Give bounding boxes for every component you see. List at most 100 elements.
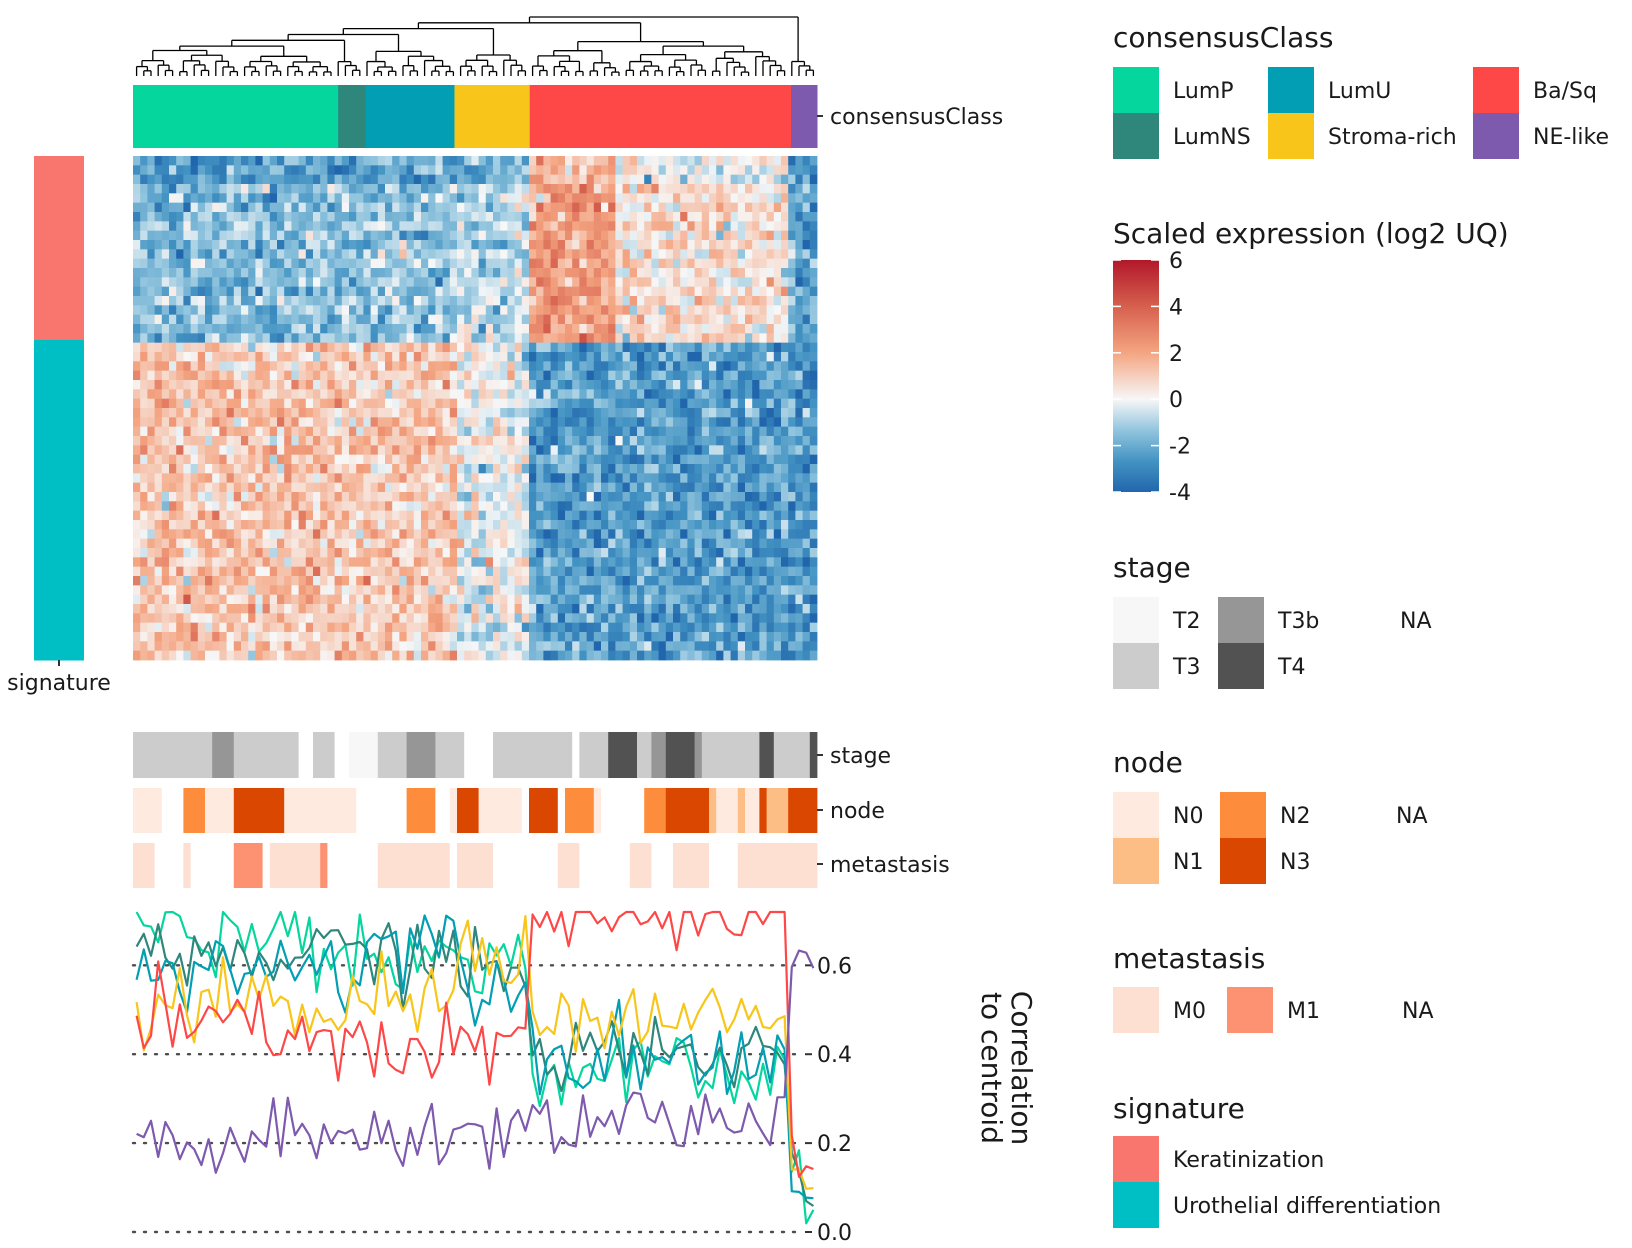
heatmap-cell bbox=[349, 212, 357, 222]
heatmap-cell bbox=[140, 557, 148, 568]
heatmap-cell bbox=[313, 604, 321, 614]
heatmap-cell bbox=[327, 510, 335, 521]
heatmap-cell bbox=[752, 389, 760, 400]
heatmap-cell bbox=[291, 454, 299, 465]
heatmap-cell bbox=[241, 389, 249, 400]
heatmap-cell bbox=[802, 333, 811, 344]
heatmap-cell bbox=[241, 193, 249, 204]
heatmap-cell bbox=[442, 314, 451, 325]
heatmap-cell bbox=[457, 492, 465, 502]
heatmap-cell bbox=[622, 529, 631, 540]
heatmap-cell bbox=[637, 212, 645, 222]
heatmap-cell bbox=[248, 249, 256, 260]
heatmap-cell bbox=[291, 398, 299, 409]
heatmap-cell bbox=[766, 286, 775, 297]
heatmap-cell bbox=[521, 408, 530, 418]
heatmap-cell bbox=[241, 314, 249, 325]
heatmap-cell bbox=[485, 212, 494, 222]
heatmap-cell bbox=[809, 426, 818, 437]
heatmap-cell bbox=[478, 305, 487, 316]
heatmap-cell bbox=[291, 324, 299, 334]
heatmap-cell bbox=[586, 510, 595, 521]
heatmap-cell bbox=[219, 482, 227, 493]
heatmap-cell bbox=[133, 352, 141, 362]
heatmap-cell bbox=[349, 398, 357, 409]
heatmap-cell bbox=[392, 352, 400, 362]
heatmap-cell bbox=[421, 594, 429, 605]
heatmap-cell bbox=[658, 165, 667, 176]
heatmap-cell bbox=[665, 492, 674, 502]
heatmap-cell bbox=[536, 548, 544, 558]
heatmap-cell bbox=[226, 202, 235, 213]
heatmap-cell bbox=[601, 398, 609, 409]
heatmap-cell bbox=[565, 426, 573, 437]
heatmap-cell bbox=[637, 398, 645, 409]
heatmap-cell bbox=[507, 342, 515, 353]
heatmap-cell bbox=[665, 202, 674, 213]
heatmap-cell bbox=[485, 202, 494, 213]
heatmap-cell bbox=[658, 156, 667, 166]
heatmap-cell bbox=[176, 501, 184, 512]
heatmap-cell bbox=[197, 548, 206, 558]
heatmap-cell bbox=[550, 240, 559, 250]
heatmap-cell bbox=[478, 286, 487, 297]
heatmap-cell bbox=[392, 193, 400, 204]
heatmap-cell bbox=[701, 585, 710, 596]
heatmap-cell bbox=[629, 156, 638, 166]
heatmap-cell bbox=[737, 464, 746, 474]
heatmap-cell bbox=[593, 576, 602, 586]
heatmap-cell bbox=[673, 510, 681, 521]
heatmap-cell bbox=[385, 482, 393, 493]
heatmap-cell bbox=[435, 174, 443, 185]
heatmap-cell bbox=[197, 352, 206, 362]
heatmap-cell bbox=[341, 212, 350, 222]
heatmap-cell bbox=[673, 342, 681, 353]
heatmap-cell bbox=[593, 417, 602, 428]
heatmap-cell bbox=[219, 520, 227, 530]
heatmap-cell bbox=[399, 333, 407, 344]
heatmap-cell bbox=[471, 520, 479, 530]
heatmap-cell bbox=[154, 361, 163, 372]
heatmap-cell bbox=[334, 380, 343, 390]
heatmap-cell bbox=[795, 258, 803, 269]
heatmap-cell bbox=[745, 184, 753, 194]
heatmap-cell bbox=[622, 268, 631, 278]
heatmap-cell bbox=[680, 193, 688, 204]
heatmap-cell bbox=[629, 314, 638, 325]
heatmap-cell bbox=[435, 165, 443, 176]
heatmap-cell bbox=[680, 445, 688, 456]
heatmap-cell bbox=[673, 538, 681, 549]
heatmap-cell bbox=[709, 389, 717, 400]
heatmap-cell bbox=[637, 566, 645, 577]
heatmap-cell bbox=[147, 165, 155, 176]
heatmap-cell bbox=[269, 249, 278, 260]
heatmap-cell bbox=[795, 240, 803, 250]
heatmap-cell bbox=[773, 314, 782, 325]
heatmap-cell bbox=[334, 249, 343, 260]
heatmap-cell bbox=[313, 249, 321, 260]
heatmap-cell bbox=[341, 426, 350, 437]
heatmap-cell bbox=[140, 436, 148, 446]
heatmap-cell bbox=[183, 436, 191, 446]
heatmap-cell bbox=[543, 333, 551, 344]
heatmap-cell bbox=[680, 342, 688, 353]
heatmap-cell bbox=[197, 566, 206, 577]
heatmap-cell bbox=[694, 352, 703, 362]
heatmap-cell bbox=[435, 156, 443, 166]
heatmap-cell bbox=[327, 604, 335, 614]
heatmap-cell bbox=[399, 426, 407, 437]
heatmap-cell bbox=[471, 165, 479, 176]
heatmap-cell bbox=[233, 548, 242, 558]
heatmap-cell bbox=[745, 445, 753, 456]
heatmap-cell bbox=[521, 184, 530, 194]
heatmap-cell bbox=[637, 408, 645, 418]
heatmap-cell bbox=[651, 501, 659, 512]
heatmap-cell bbox=[248, 594, 256, 605]
heatmap-cell bbox=[356, 286, 364, 297]
heatmap-cell bbox=[694, 370, 703, 381]
heatmap-cell bbox=[320, 212, 328, 222]
heatmap-cell bbox=[349, 482, 357, 493]
heatmap-cell bbox=[572, 398, 580, 409]
heatmap-cell bbox=[687, 501, 695, 512]
heatmap-cell bbox=[457, 408, 465, 418]
